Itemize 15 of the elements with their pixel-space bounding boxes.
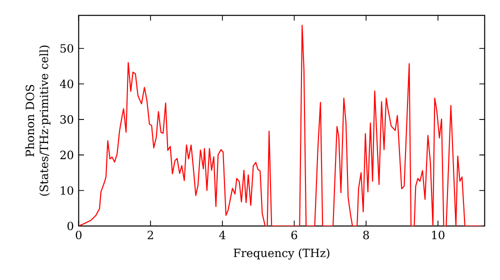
x-tick-label: 4 [219, 230, 226, 240]
line-series [78, 24, 482, 226]
y-tick-label: 30 [60, 115, 74, 124]
y-tick-label: 20 [60, 150, 74, 160]
y-tick-label: 0 [68, 222, 74, 230]
y-axis-title: Phonon DOS (States/THz·primitive cell) [25, 46, 50, 196]
x-tick-label: 0 [76, 230, 82, 240]
x-axis-title: Frequency (THz) [234, 248, 330, 260]
x-tick-label: 8 [363, 230, 369, 240]
y-tick-label: 50 [60, 44, 74, 53]
x-tick-label: 10 [432, 230, 444, 240]
y-tick-label: 40 [60, 80, 74, 88]
y-tick-label: 10 [60, 186, 74, 195]
x-tick-label: 6 [291, 230, 298, 240]
x-tick-label: 2 [148, 230, 154, 240]
